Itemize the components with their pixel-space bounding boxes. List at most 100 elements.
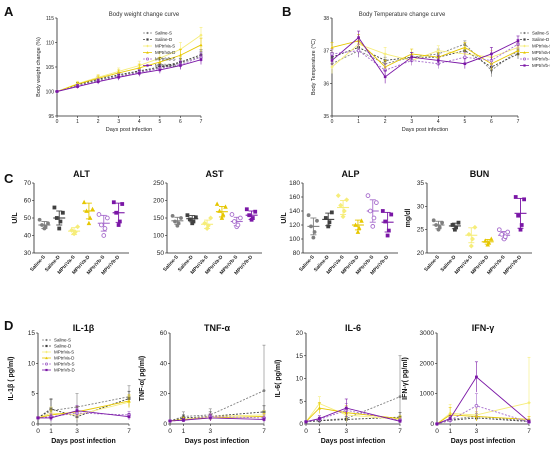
x-tick-label: 2 — [97, 119, 100, 125]
data-point — [374, 200, 379, 205]
series-line — [37, 398, 130, 419]
x-axis-label: Days post infection — [51, 438, 116, 445]
data-point — [117, 75, 121, 79]
series-line — [331, 46, 519, 68]
x-tick-label: 5 — [158, 119, 161, 125]
legend-label: Saline-S — [532, 31, 549, 36]
chart-alt: 3040506070ALTU/LSaline-SSaline-DMPtriVa-… — [12, 169, 129, 276]
y-tick-label: 70 — [24, 180, 32, 187]
y-tick-label: 200 — [153, 198, 164, 205]
series-mptriva-d — [435, 407, 531, 426]
data-point — [450, 223, 455, 227]
group-saline-d: Saline-D — [44, 205, 66, 273]
data-point — [223, 204, 228, 209]
panel-label-a: A — [4, 4, 14, 19]
x-tick-label: 7 — [517, 119, 520, 125]
data-point — [516, 48, 520, 52]
data-point — [262, 418, 266, 421]
data-point — [359, 218, 364, 223]
chart-tnf-: 0 20 40 60 0 1 3 7 TNF-α Days post infection TNF-α… — [139, 323, 266, 445]
series-line — [37, 400, 130, 419]
series-line — [305, 407, 401, 423]
data-point — [516, 39, 520, 43]
data-point — [193, 215, 198, 220]
y-tick-label: 60 — [160, 330, 168, 337]
data-point — [187, 217, 192, 222]
legend-label: MPtriVa-D — [155, 50, 176, 55]
x-tick-label: 3 — [208, 428, 212, 435]
y-axis-label: IL-6( pg/ml) — [275, 360, 282, 398]
series-line — [436, 376, 530, 425]
data-point — [158, 68, 162, 72]
legend-marker — [145, 57, 150, 61]
y-axis-label: IFN-γ( pg/ml) — [402, 357, 409, 400]
data-point — [43, 224, 48, 229]
legend-marker — [45, 368, 48, 372]
data-point — [117, 71, 121, 75]
data-point — [235, 222, 241, 228]
legend-label: MPtriVa-D — [532, 50, 550, 55]
data-point — [116, 223, 121, 227]
x-tick-label: 3 — [410, 119, 413, 125]
x-tick-label: 0 — [56, 119, 59, 125]
data-point — [330, 52, 334, 56]
series-line — [56, 34, 202, 92]
series-mptrivb-d — [435, 361, 531, 426]
legend-label: MPtriVb-S — [532, 57, 550, 62]
data-point — [317, 406, 322, 410]
x-tick-label: 7 — [200, 119, 203, 125]
data-point — [330, 45, 334, 49]
series-saline-s — [168, 344, 266, 424]
legend-marker — [146, 44, 149, 48]
data-point — [202, 220, 208, 226]
data-point — [99, 222, 104, 228]
data-point — [244, 207, 249, 212]
y-tick-label: 80 — [293, 250, 301, 257]
y-axis-label: Body weight change (%) — [36, 37, 42, 97]
data-point — [191, 219, 196, 224]
data-point — [75, 224, 81, 230]
data-point — [468, 243, 474, 249]
data-point — [356, 225, 362, 230]
legend-marker — [523, 51, 526, 54]
x-tick-label: 2 — [384, 119, 387, 125]
y-axis-label: IL-1β ( pg/ml) — [8, 357, 15, 401]
data-point — [90, 206, 95, 212]
data-point — [456, 220, 461, 225]
y-tick-label: 30 — [417, 203, 425, 210]
data-point — [356, 48, 361, 53]
group-mptriva-s: MPtriVa-S — [325, 193, 350, 276]
data-point — [208, 215, 214, 221]
data-point — [323, 216, 328, 220]
series-line — [305, 402, 401, 422]
series-line — [305, 416, 401, 423]
data-point — [516, 213, 521, 218]
data-point — [474, 403, 479, 408]
legend-label: MPtriVa-D — [54, 356, 75, 361]
legend-label: Saline-D — [532, 37, 550, 42]
series-mptrivb-d — [330, 30, 520, 84]
data-point — [49, 416, 53, 420]
legend-label: Saline-D — [155, 37, 173, 42]
data-point — [72, 229, 78, 235]
data-point — [179, 216, 183, 220]
data-point — [46, 221, 50, 226]
legend-marker — [45, 356, 48, 360]
x-tick-label: 1 — [182, 428, 186, 435]
x-tick-label: 0 — [331, 119, 334, 125]
data-point — [111, 200, 116, 205]
data-point — [389, 212, 394, 217]
data-point — [330, 59, 334, 62]
data-point — [102, 226, 108, 231]
x-tick-label: 4 — [138, 119, 141, 125]
data-point — [341, 208, 347, 214]
data-point — [327, 220, 332, 225]
chart-title: IFN-γ — [472, 323, 495, 333]
y-tick-label: 0 — [299, 421, 303, 428]
y-tick-label: 35 — [417, 180, 425, 187]
data-point — [519, 223, 524, 227]
y-tick-label: 0 — [31, 421, 35, 428]
legend-marker — [45, 350, 48, 354]
x-tick-label: 6 — [179, 119, 182, 125]
y-tick-label: 10 — [28, 360, 36, 367]
